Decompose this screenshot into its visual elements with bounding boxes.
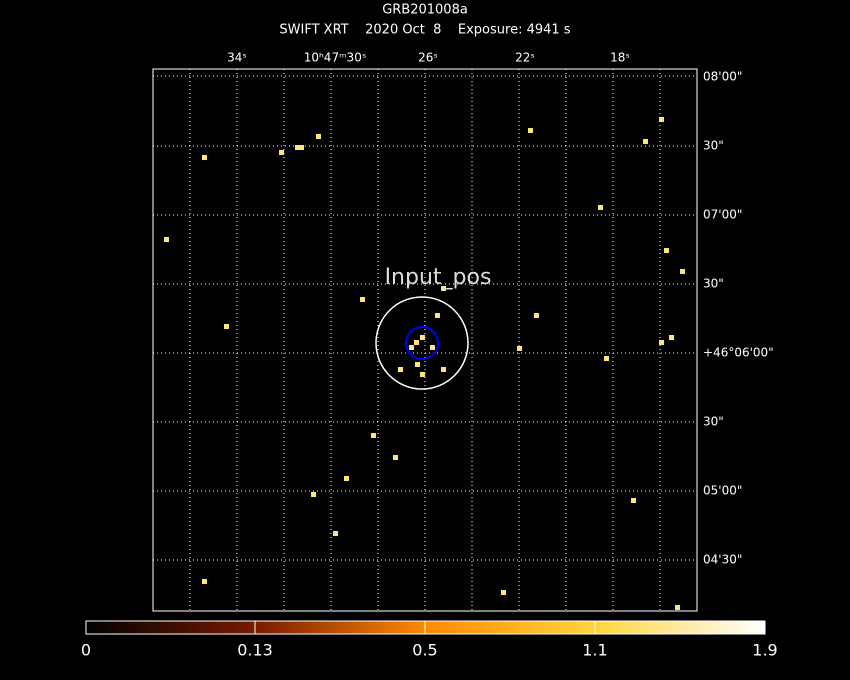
- ra-label: 22ˢ: [515, 51, 535, 65]
- colorbar-label: 0.5: [412, 641, 437, 660]
- dec-label: 04'30": [703, 553, 742, 567]
- colorbar-labels: 0 0.13 0.5 1.1 1.9: [81, 641, 778, 660]
- frame: [152, 68, 698, 612]
- ra-label: 10ʰ47ᵐ30ˢ: [304, 51, 367, 65]
- colorbar-label: 1.1: [582, 641, 607, 660]
- source-region: [375, 296, 469, 390]
- ra-label: 26ˢ: [418, 51, 438, 65]
- ra-label: 34ˢ: [227, 51, 247, 65]
- photons: [164, 117, 685, 610]
- colorbar-label: 0: [81, 641, 91, 660]
- dec-label: 08'00": [703, 70, 742, 84]
- dec-label: 30": [703, 277, 724, 291]
- title: GRB201008a: [382, 3, 468, 18]
- dec-label: 07'00": [703, 208, 742, 222]
- dec-label: +46°06'00": [703, 346, 774, 360]
- coordinate-grid: [153, 69, 697, 611]
- ra-label: 18ˢ: [610, 51, 630, 65]
- source-label: Input_pos: [385, 265, 492, 290]
- error-circle: [405, 326, 439, 360]
- subtitle: SWIFT XRT 2020 Oct 8 Exposure: 4941 s: [279, 23, 570, 38]
- dec-label: 30": [703, 415, 724, 429]
- dec-label: 05'00": [703, 484, 742, 498]
- dec-label: 30": [703, 139, 724, 153]
- dec-labels: 08'00" 30" 07'00" 30" +46°06'00" 30" 05'00" 04'…: [703, 70, 774, 567]
- colorbar-label: 1.9: [752, 641, 777, 660]
- ra-labels: 34ˢ 10ʰ47ᵐ30ˢ 26ˢ 22ˢ 18ˢ: [227, 51, 630, 65]
- colorbar-label: 0.13: [237, 641, 273, 660]
